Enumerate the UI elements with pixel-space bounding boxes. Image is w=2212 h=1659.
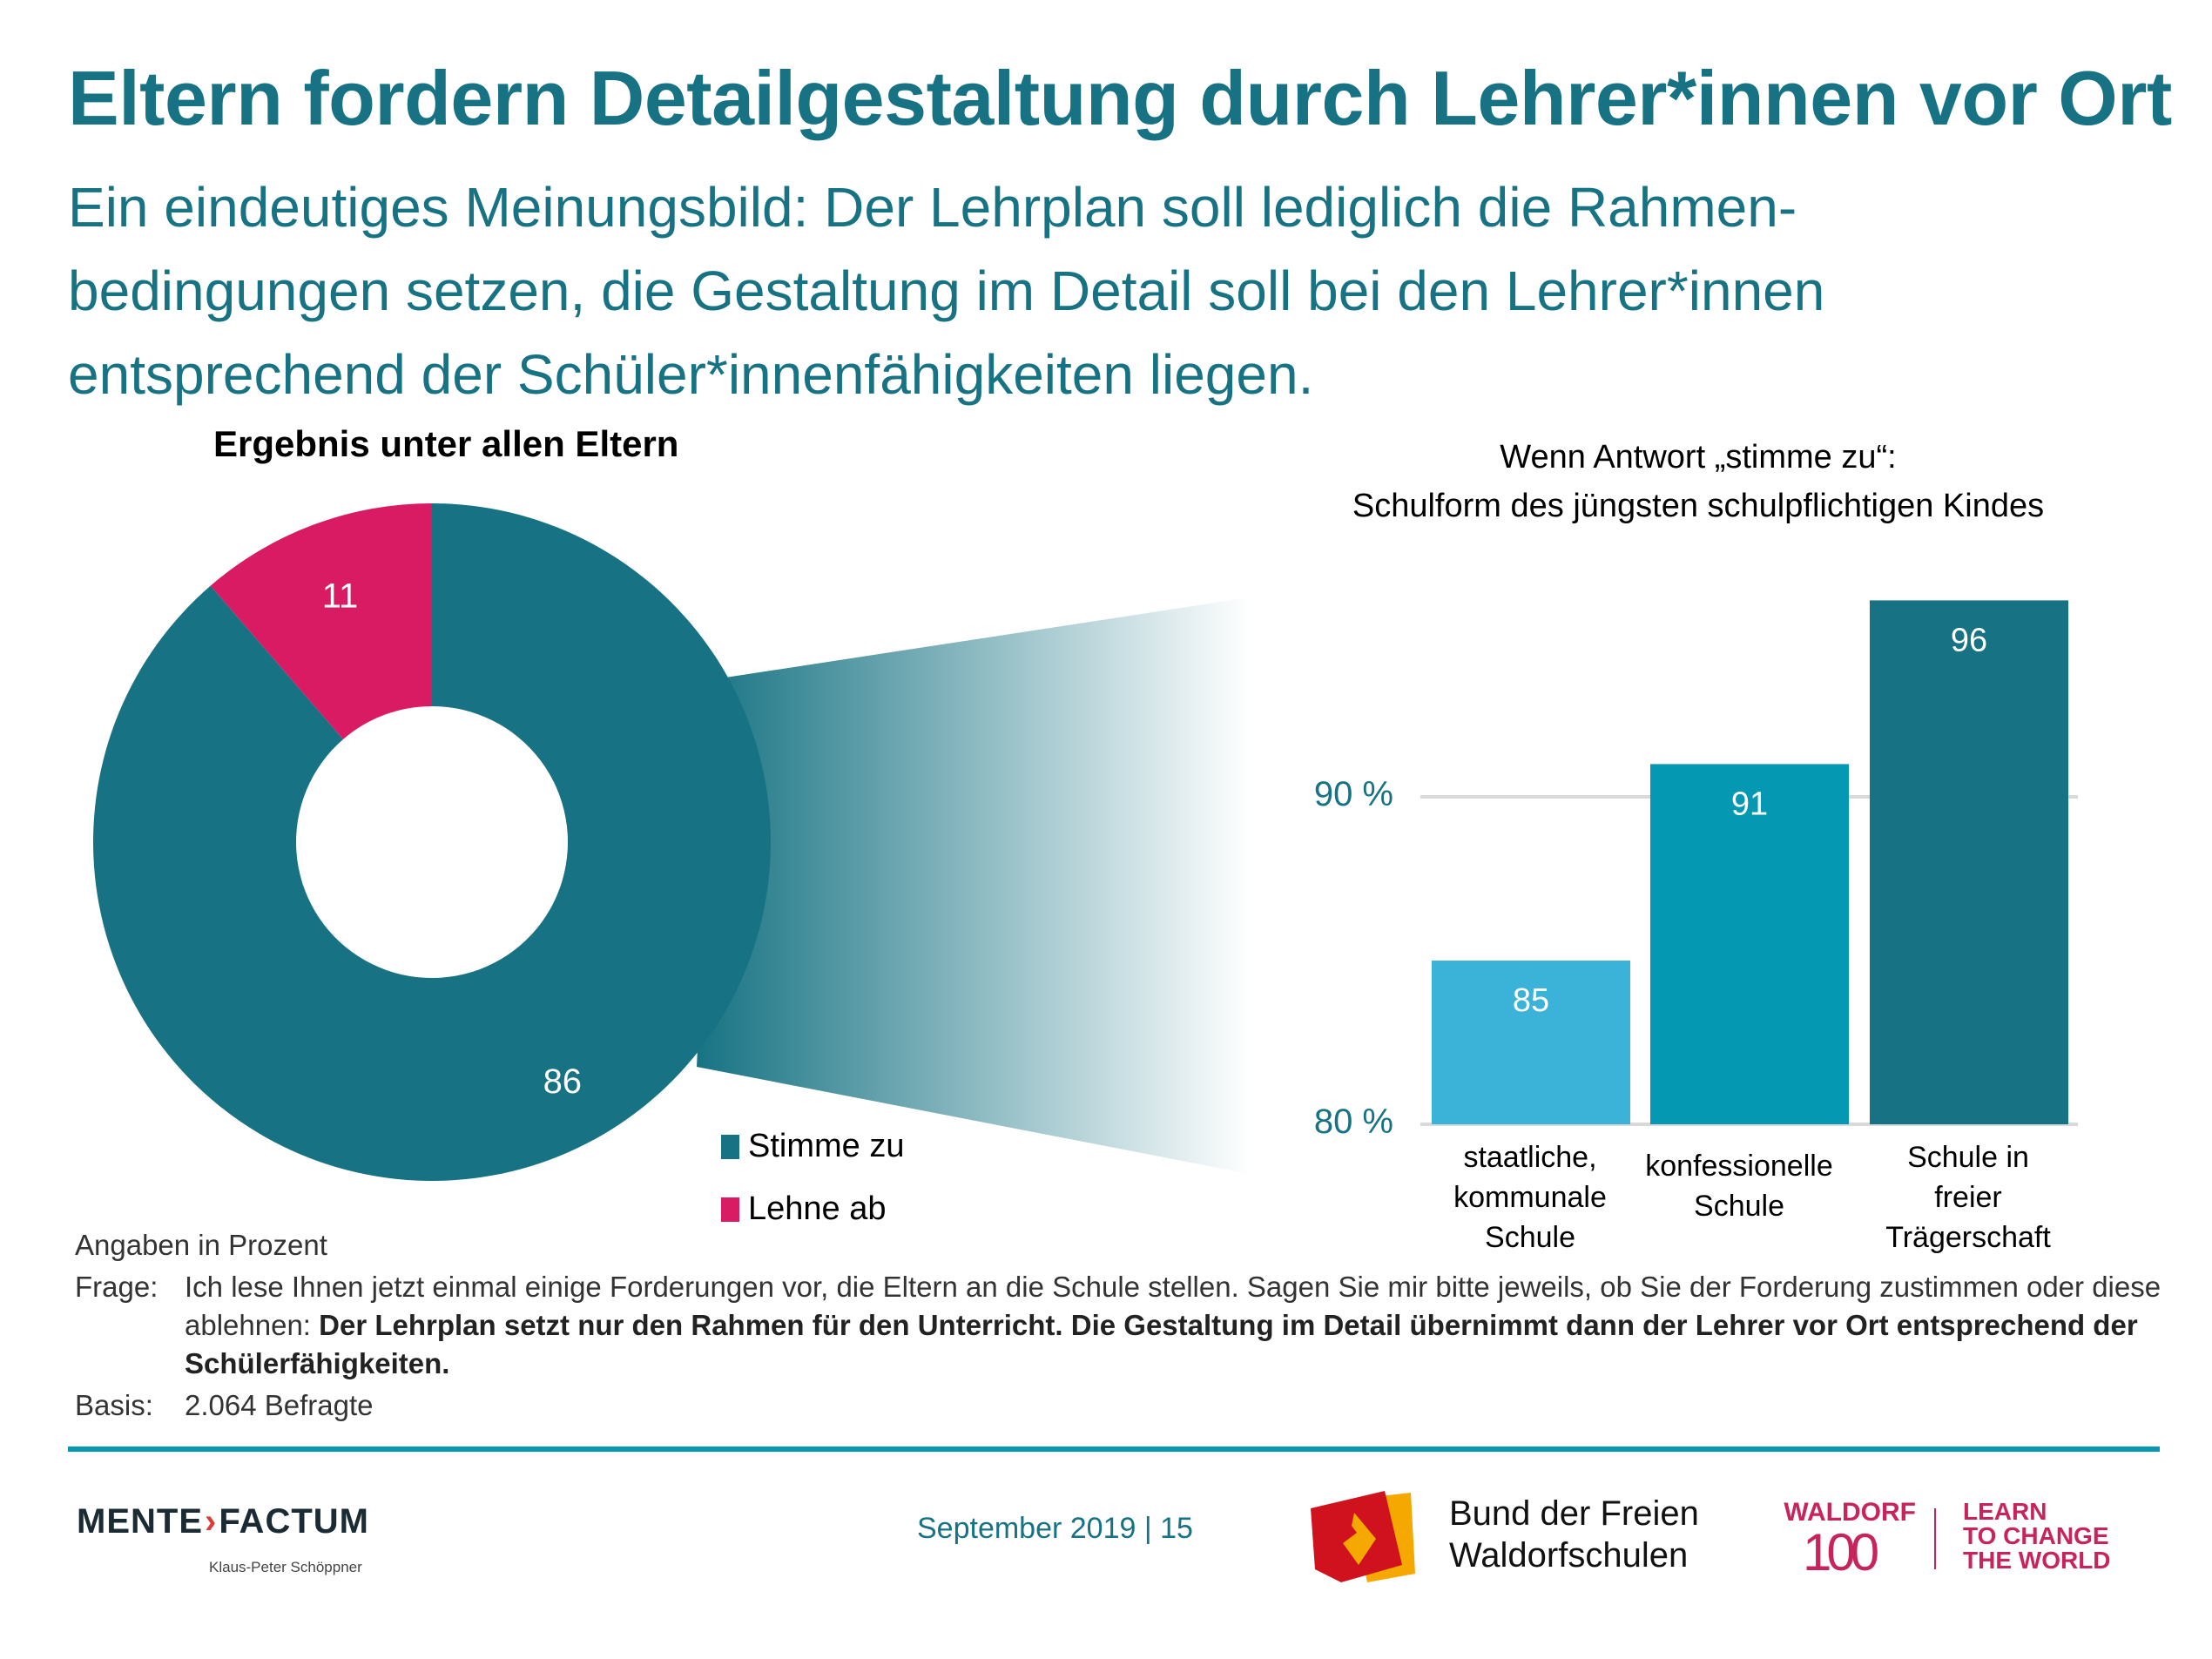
- question-note: Frage: Ich lese Ihnen jetzt einmal einig…: [75, 1268, 2188, 1383]
- legend-swatch-agree: [721, 1134, 739, 1159]
- x-tick-label-line: konfessionelle: [1645, 1150, 1833, 1183]
- subtitle-line: bedingungen setzen, die Gestaltung im De…: [68, 260, 1825, 322]
- x-tick-label-line: Schule in: [1907, 1141, 2029, 1174]
- bar-chart-subtitle: Schulform des jüngsten schulpflichtigen …: [1352, 488, 2045, 524]
- legend-label: Stimme zu: [748, 1128, 905, 1164]
- footer-divider: [68, 1447, 2160, 1452]
- bar: [1650, 764, 1849, 1124]
- bar-chart: 85 91 96: [1420, 600, 2078, 1126]
- legend-label: Lehne ab: [748, 1190, 887, 1227]
- slogan-line: THE WORLD: [1963, 1547, 2111, 1574]
- bar-chart-title: Wenn Antwort „stimme zu“: Schulform des …: [1263, 433, 2134, 530]
- waldorf-divider: [1934, 1508, 1936, 1569]
- subtitle-line: Ein eindeutiges Meinungsbild: Der Lehrpl…: [68, 176, 1797, 239]
- charts-canvas: 86 11 85 91 96: [93, 503, 2078, 1181]
- x-tick-label-line: staatliche,: [1463, 1141, 1597, 1174]
- date-page-number: September 2019 | 15: [917, 1512, 1193, 1545]
- bund-line: Bund der Freien: [1449, 1494, 1699, 1533]
- bund-waldorf-logo-icon: [1311, 1491, 1415, 1582]
- author-name: Klaus-Peter Schöppner: [209, 1559, 362, 1575]
- donut-slice-agree: [93, 503, 771, 1181]
- x-tick-label: staatliche, kommunale Schule: [1421, 1137, 1639, 1258]
- x-tick-label: Schule in freier Trägerschaft: [1859, 1137, 2077, 1258]
- y-tick-label: 90 %: [1313, 775, 1393, 813]
- unit-note-text: Angaben in Prozent: [75, 1229, 327, 1261]
- x-tick-label-line: freier: [1934, 1181, 2002, 1214]
- footnotes: Angaben in Prozent Frage: Ich lese Ihnen…: [75, 1226, 2188, 1425]
- bund-line: Waldorfschulen: [1449, 1536, 1689, 1575]
- question-plain: Ich lese Ihnen jetzt einmal einige Forde…: [185, 1271, 2161, 1341]
- bar-data-label: 85: [1513, 982, 1549, 1019]
- bar-data-label: 96: [1951, 622, 1987, 658]
- donut-data-label: 11: [322, 577, 359, 615]
- waldorf-100-mark: 100: [1803, 1523, 1879, 1581]
- mente-factum-logo: MENTE›FACTUM: [77, 1502, 369, 1541]
- logo-text: FACTUM: [219, 1502, 369, 1541]
- question-text: Ich lese Ihnen jetzt einmal einige Forde…: [185, 1268, 2188, 1383]
- waldorf-word: WALDORF: [1784, 1498, 1916, 1527]
- page-subtitle: Ein eindeutiges Meinungsbild: Der Lehrpl…: [68, 165, 2071, 416]
- bar-data-label: 91: [1731, 786, 1768, 822]
- legend-item-agree: Stimme zu: [721, 1128, 904, 1165]
- donut-chart: 86 11: [93, 503, 771, 1181]
- slogan-line: TO CHANGE: [1963, 1522, 2109, 1549]
- donut-slice-reject: [210, 503, 432, 739]
- legend-swatch-reject: [721, 1197, 739, 1222]
- x-tick-label-line: Schule: [1485, 1221, 1575, 1254]
- bar-chart-title-line: Wenn Antwort „stimme zu“:: [1500, 439, 1897, 475]
- x-tick-label-line: Trägerschaft: [1885, 1221, 2051, 1254]
- basis-text: 2.064 Befragte: [185, 1389, 374, 1421]
- waldorf-slogan: LEARN TO CHANGE THE WORLD: [1963, 1500, 2111, 1573]
- unit-note: Angaben in Prozent: [75, 1226, 2188, 1264]
- question-bold: Der Lehrplan setzt nur den Rahmen für de…: [185, 1309, 2138, 1379]
- page-title: Eltern fordern Detailgestaltung durch Le…: [68, 55, 2172, 141]
- question-label: Frage:: [75, 1271, 158, 1303]
- logo-text: MENTE: [77, 1502, 203, 1541]
- x-tick-label-line: Schule: [1694, 1190, 1784, 1223]
- bar: [1870, 600, 2068, 1124]
- bund-waldorf-text: Bund der Freien Waldorfschulen: [1449, 1493, 1699, 1576]
- donut-chart-title: Ergebnis unter allen Eltern: [213, 423, 679, 464]
- subtitle-line: entsprechend der Schüler*innenfähigkeite…: [68, 343, 1314, 406]
- bar: [1432, 961, 1630, 1124]
- basis-note: Basis: 2.064 Befragte: [75, 1386, 2188, 1425]
- x-tick-label: konfessionelle Schule: [1630, 1146, 1848, 1226]
- y-tick-label: 80 %: [1313, 1103, 1393, 1141]
- x-tick-label-line: kommunale: [1453, 1181, 1607, 1214]
- slogan-line: LEARN: [1963, 1498, 2047, 1525]
- basis-label: Basis:: [75, 1389, 153, 1421]
- zoom-connector: [697, 597, 1250, 1174]
- legend-item-reject: Lehne ab: [721, 1190, 887, 1228]
- chevron-right-icon: ›: [205, 1502, 218, 1541]
- donut-data-label: 86: [543, 1062, 583, 1101]
